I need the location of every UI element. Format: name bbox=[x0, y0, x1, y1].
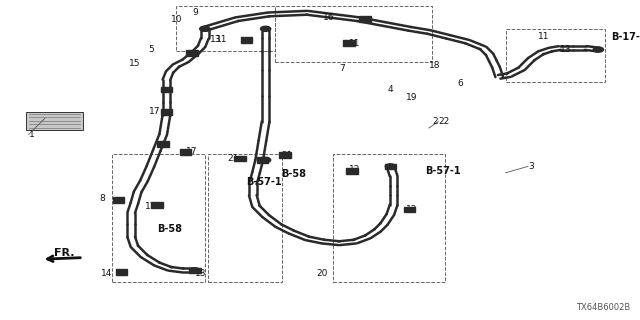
Bar bbox=[186, 50, 198, 56]
Text: 10: 10 bbox=[171, 15, 182, 24]
Text: 17: 17 bbox=[145, 202, 157, 211]
Text: FR.: FR. bbox=[54, 248, 74, 258]
Circle shape bbox=[385, 164, 396, 169]
Bar bbox=[189, 268, 201, 273]
Bar bbox=[359, 16, 371, 22]
Text: 17: 17 bbox=[148, 108, 160, 116]
Text: TX64B6002B: TX64B6002B bbox=[576, 303, 630, 312]
Bar bbox=[346, 168, 358, 174]
Text: 11: 11 bbox=[216, 36, 227, 44]
Bar bbox=[241, 37, 252, 43]
Text: B-58: B-58 bbox=[282, 169, 307, 180]
Text: 3: 3 bbox=[528, 162, 534, 171]
Text: 8: 8 bbox=[100, 194, 106, 203]
Text: 6: 6 bbox=[458, 79, 463, 88]
Bar bbox=[112, 154, 205, 282]
Text: 19: 19 bbox=[406, 93, 418, 102]
Text: 16: 16 bbox=[323, 13, 335, 22]
Text: 21: 21 bbox=[227, 154, 239, 163]
Bar bbox=[176, 6, 275, 51]
Text: 22: 22 bbox=[438, 117, 450, 126]
Text: 13: 13 bbox=[560, 45, 572, 54]
Bar bbox=[180, 149, 191, 155]
Text: 11: 11 bbox=[538, 32, 549, 41]
Circle shape bbox=[200, 26, 210, 31]
Text: 2: 2 bbox=[432, 117, 438, 126]
Bar bbox=[257, 157, 268, 163]
Bar bbox=[113, 197, 124, 203]
Circle shape bbox=[260, 157, 271, 163]
Text: 14: 14 bbox=[100, 269, 112, 278]
Text: B-58: B-58 bbox=[157, 224, 182, 234]
Text: 5: 5 bbox=[148, 45, 154, 54]
Text: 4: 4 bbox=[387, 85, 393, 94]
Text: 1: 1 bbox=[29, 130, 35, 139]
Bar bbox=[116, 269, 127, 275]
Bar bbox=[234, 156, 246, 161]
Text: 15: 15 bbox=[129, 60, 141, 68]
Bar bbox=[506, 29, 605, 82]
Circle shape bbox=[260, 26, 271, 31]
Circle shape bbox=[190, 268, 200, 273]
Text: 11: 11 bbox=[349, 39, 360, 48]
Bar bbox=[151, 202, 163, 208]
Text: 12: 12 bbox=[349, 165, 360, 174]
Text: 13: 13 bbox=[210, 36, 221, 44]
Bar bbox=[333, 154, 445, 282]
Circle shape bbox=[593, 47, 604, 52]
Bar bbox=[26, 112, 83, 130]
Bar bbox=[275, 6, 432, 62]
Bar bbox=[343, 40, 355, 46]
Bar bbox=[161, 109, 172, 115]
Text: B-57-1: B-57-1 bbox=[426, 166, 461, 176]
Text: 18: 18 bbox=[429, 61, 440, 70]
Bar bbox=[157, 141, 169, 147]
Text: 9: 9 bbox=[192, 8, 198, 17]
Text: B-17-20: B-17-20 bbox=[611, 32, 640, 42]
Bar bbox=[279, 152, 291, 158]
Bar bbox=[161, 87, 172, 92]
Text: B-57-1: B-57-1 bbox=[246, 177, 282, 188]
Text: 21: 21 bbox=[282, 151, 293, 160]
Text: 13: 13 bbox=[195, 269, 207, 278]
Text: 7: 7 bbox=[339, 64, 345, 73]
Text: 20: 20 bbox=[317, 269, 328, 278]
Text: 12: 12 bbox=[406, 205, 418, 214]
Bar bbox=[404, 207, 415, 212]
Bar bbox=[385, 164, 396, 169]
Bar bbox=[208, 154, 282, 282]
Text: 17: 17 bbox=[186, 148, 197, 156]
